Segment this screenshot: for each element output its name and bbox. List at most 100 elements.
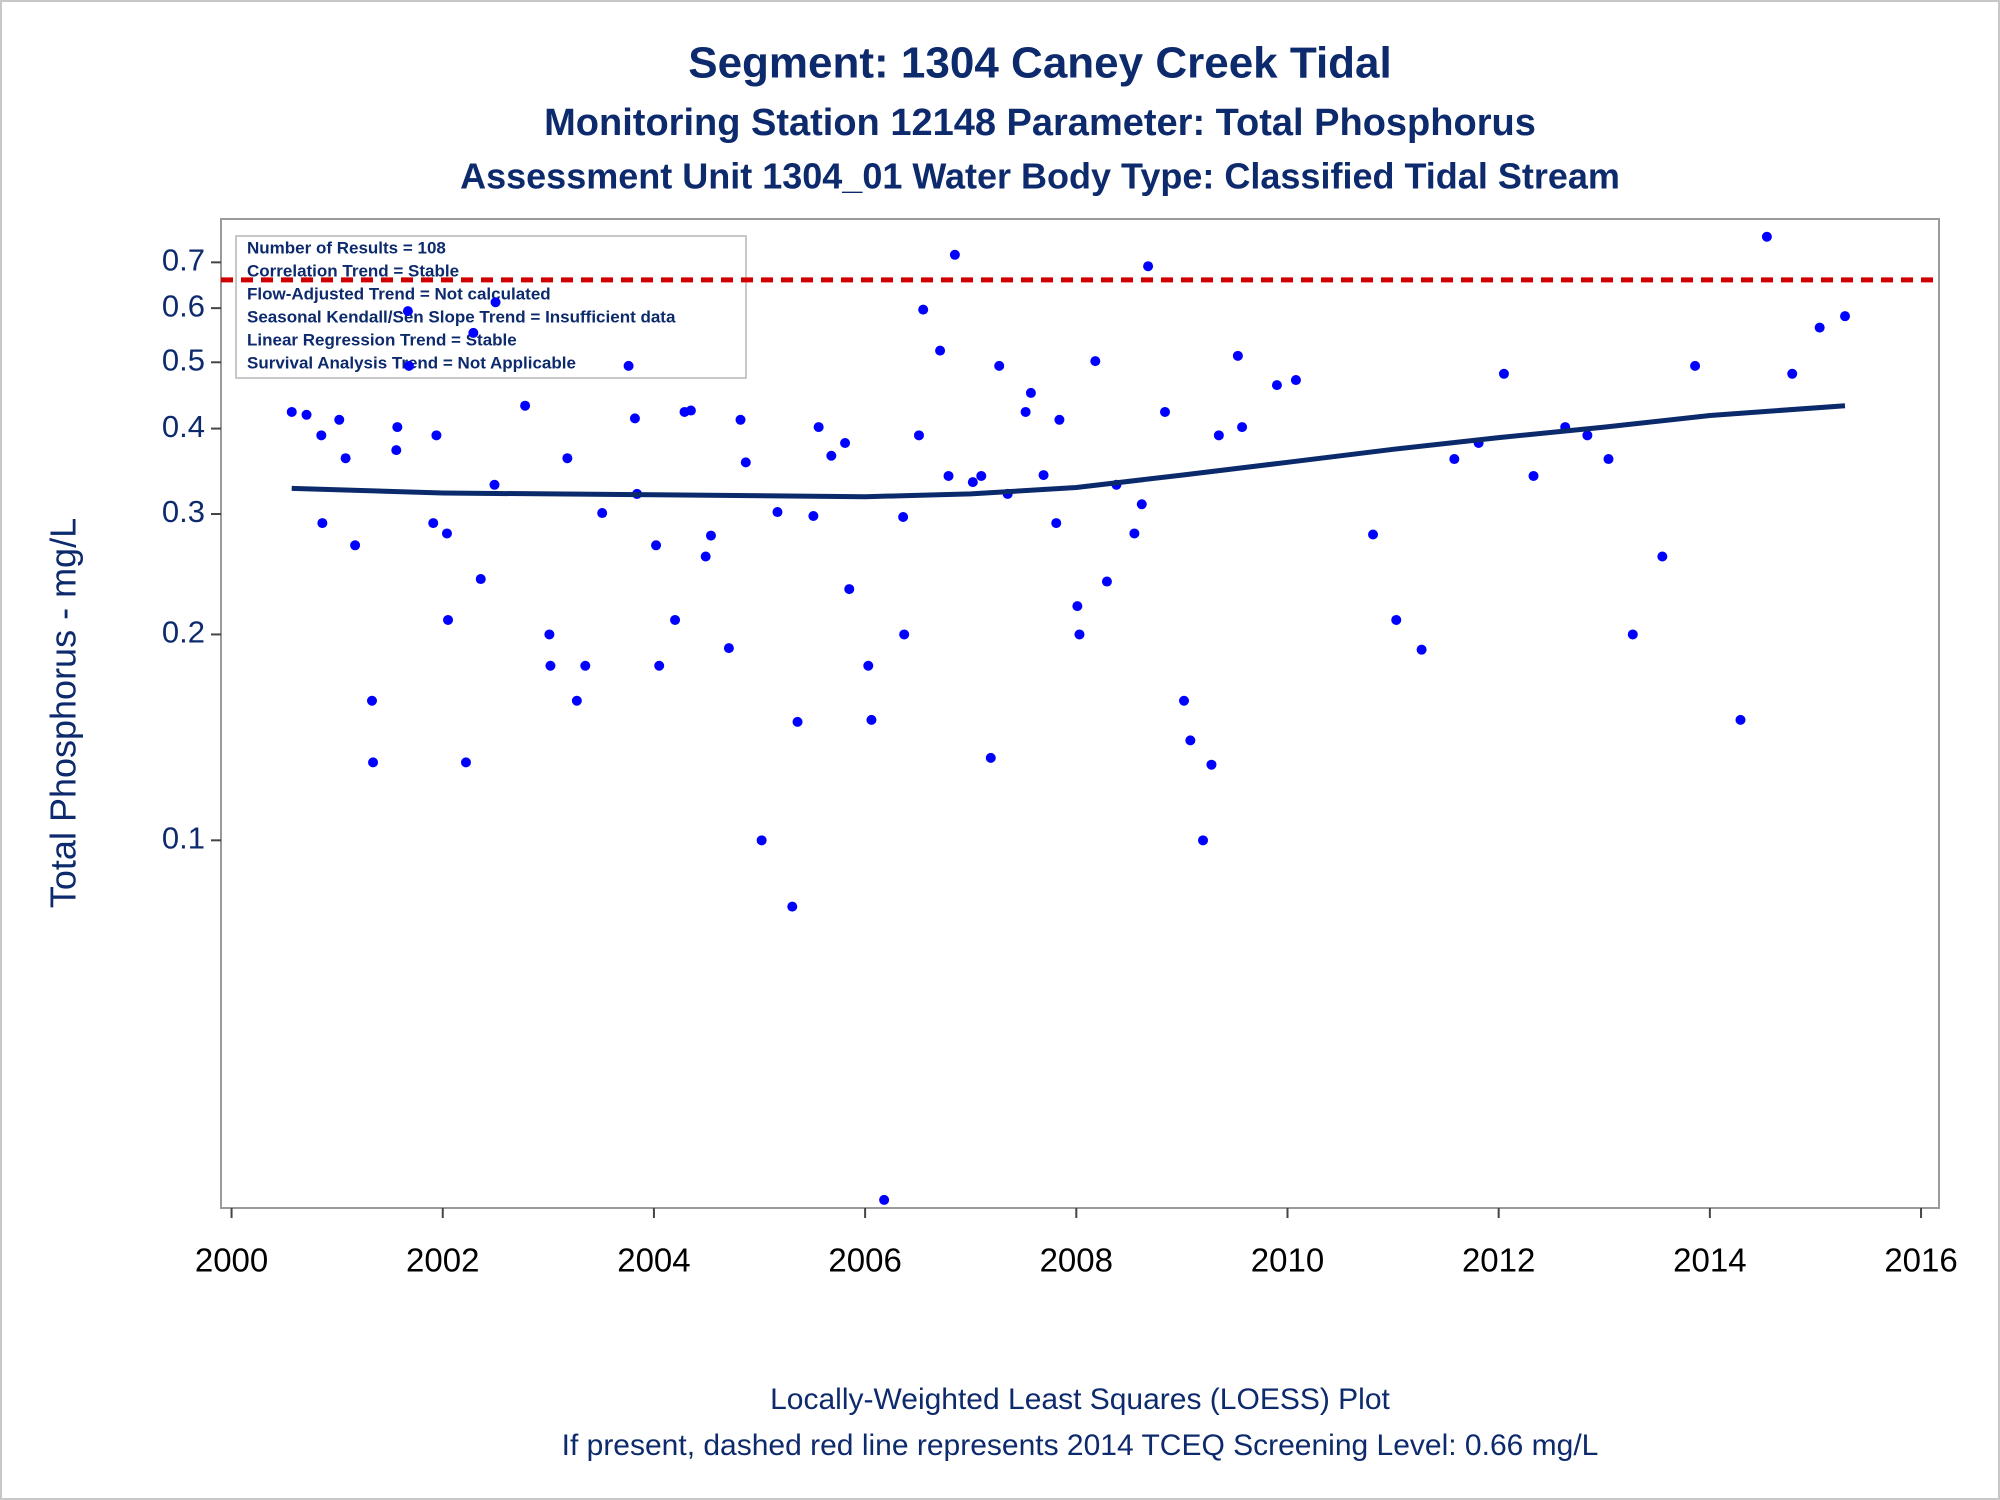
data-point	[840, 438, 851, 449]
data-point	[1787, 368, 1798, 379]
data-point	[898, 512, 909, 523]
data-point	[1237, 422, 1248, 433]
data-point	[967, 477, 978, 488]
data-point	[740, 457, 751, 468]
data-point	[705, 530, 716, 541]
data-point	[597, 508, 608, 519]
data-point	[949, 249, 960, 260]
y-tick-label: 0.2	[162, 615, 205, 650]
data-point	[866, 714, 877, 725]
data-point	[670, 614, 681, 625]
stats-text: Number of Results = 108	[247, 238, 446, 257]
data-point	[913, 430, 924, 441]
chart-title: Segment: 1304 Caney Creek Tidal	[688, 39, 1392, 88]
data-point	[1690, 360, 1701, 371]
y-tick-label: 0.3	[162, 494, 205, 529]
data-point	[700, 551, 711, 562]
data-point	[772, 507, 783, 518]
data-point	[392, 422, 403, 433]
x-tick-label: 2008	[1040, 1242, 1113, 1279]
data-point	[520, 400, 531, 411]
data-point	[1136, 499, 1147, 510]
data-point	[654, 660, 665, 671]
footnote: If present, dashed red line represents 2…	[562, 1429, 1599, 1462]
data-point	[317, 518, 328, 529]
data-point	[428, 518, 439, 529]
data-point	[1391, 614, 1402, 625]
y-tick-label: 0.6	[162, 288, 205, 323]
data-point	[580, 660, 591, 671]
chart-subtitle: Assessment Unit 1304_01 Water Body Type:…	[460, 156, 1620, 197]
data-point	[808, 511, 819, 522]
data-point	[368, 757, 379, 768]
y-tick-label: 0.7	[162, 243, 205, 278]
data-point	[863, 660, 874, 671]
data-point	[1761, 231, 1772, 242]
data-point	[844, 584, 855, 595]
data-point	[813, 422, 824, 433]
data-point	[571, 695, 582, 706]
data-point	[756, 835, 767, 846]
data-point	[943, 470, 954, 481]
data-point	[1198, 835, 1209, 846]
data-point	[544, 629, 555, 640]
data-point	[623, 360, 634, 371]
data-point	[1179, 695, 1190, 706]
data-point	[1020, 406, 1031, 417]
data-point	[1072, 601, 1083, 612]
data-point	[431, 430, 442, 441]
stats-text: Correlation Trend = Stable	[247, 261, 459, 280]
data-point	[460, 757, 471, 768]
data-point	[792, 716, 803, 727]
data-point	[1143, 261, 1154, 272]
x-tick-label: 2006	[828, 1242, 901, 1279]
stats-text: Seasonal Kendall/Sen Slope Trend = Insuf…	[247, 307, 676, 326]
data-point	[994, 360, 1005, 371]
data-point	[441, 528, 452, 539]
data-point	[562, 453, 573, 464]
data-point	[918, 304, 929, 315]
data-point	[735, 414, 746, 425]
data-point	[1735, 714, 1746, 725]
data-point	[985, 752, 996, 763]
data-point	[1025, 387, 1036, 398]
data-point	[1498, 368, 1509, 379]
data-point	[1074, 629, 1085, 640]
y-tick-label: 0.5	[162, 342, 205, 377]
chart-subtitle: Monitoring Station 12148 Parameter: Tota…	[544, 102, 1536, 144]
data-point	[1232, 350, 1243, 361]
data-point	[475, 574, 486, 585]
x-tick-label: 2004	[617, 1242, 690, 1279]
stats-text: Linear Regression Trend = Stable	[247, 330, 517, 349]
stats-box	[235, 235, 747, 379]
x-tick-label: 2016	[1884, 1242, 1957, 1279]
data-point	[1449, 454, 1460, 465]
data-point	[879, 1194, 890, 1205]
x-tick-label: 2012	[1462, 1242, 1535, 1279]
data-point	[316, 430, 327, 441]
data-point	[545, 660, 556, 671]
data-point	[1206, 759, 1217, 770]
data-point	[1368, 529, 1379, 540]
data-point	[350, 540, 361, 551]
data-point	[1657, 551, 1668, 562]
data-point	[403, 360, 414, 371]
data-point	[1160, 406, 1171, 417]
x-tick-label: 2014	[1673, 1242, 1746, 1279]
data-point	[1814, 322, 1825, 333]
data-point	[787, 901, 798, 912]
data-point	[1051, 518, 1062, 529]
data-point	[723, 643, 734, 654]
data-point	[1840, 311, 1851, 322]
data-point	[899, 629, 910, 640]
x-tick-label: 2010	[1251, 1242, 1324, 1279]
data-point	[1603, 454, 1614, 465]
data-point	[490, 297, 501, 308]
loess-line	[291, 403, 1846, 500]
data-point	[685, 405, 696, 416]
data-point	[1528, 470, 1539, 481]
data-point	[1271, 380, 1282, 391]
data-point	[1416, 644, 1427, 655]
data-point	[1101, 576, 1112, 587]
data-point	[468, 327, 479, 338]
